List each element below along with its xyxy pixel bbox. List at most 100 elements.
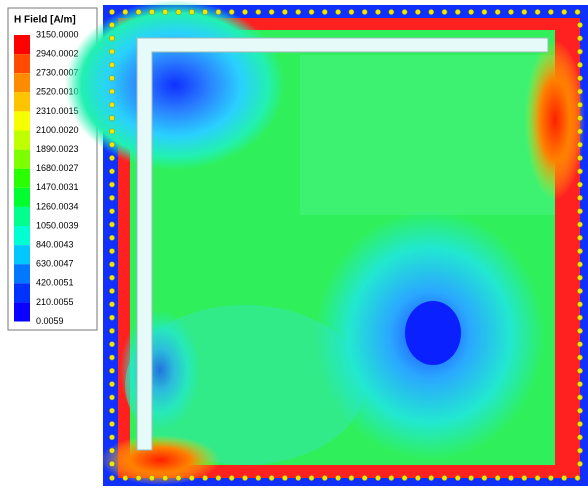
dot [577, 221, 583, 228]
dot [282, 9, 288, 15]
dot [577, 274, 583, 281]
legend-swatch [14, 54, 30, 74]
dot [188, 475, 195, 481]
dot [321, 475, 328, 481]
dot [521, 9, 528, 15]
dot [149, 475, 155, 481]
legend-label: 2520.0010 [36, 87, 79, 97]
legend-swatch [14, 111, 30, 131]
legend-label: 1680.0027 [36, 163, 79, 173]
dot [188, 9, 195, 15]
dot [577, 62, 583, 68]
dot [149, 9, 155, 15]
dot [577, 141, 583, 148]
interior-band [300, 55, 555, 215]
dot [561, 9, 568, 15]
dot [295, 9, 302, 15]
dot [441, 9, 448, 15]
dot [109, 261, 115, 268]
dot [202, 475, 208, 481]
dot [109, 434, 115, 441]
dot [361, 9, 368, 15]
dot [577, 75, 583, 82]
dot [454, 475, 461, 481]
dot [508, 475, 514, 481]
legend-label: 3150.0000 [36, 29, 79, 39]
dot [494, 9, 501, 15]
dot [122, 9, 129, 15]
dot [577, 434, 583, 441]
dot [109, 274, 115, 281]
low-field-spot [65, 0, 285, 170]
dot [441, 475, 448, 481]
dot [109, 9, 115, 15]
dot [388, 9, 395, 15]
dot [109, 314, 115, 321]
dot [109, 22, 115, 28]
dot [508, 9, 514, 15]
low-field-spot [120, 310, 200, 430]
dot [175, 9, 182, 15]
legend-label: 420.0051 [36, 278, 74, 288]
dot [282, 475, 288, 481]
dot [577, 461, 583, 467]
dot [577, 35, 583, 42]
dot [577, 314, 583, 321]
dot [109, 367, 115, 374]
dot [348, 9, 355, 15]
dot [109, 447, 115, 454]
dot [109, 141, 115, 148]
legend-swatch [14, 130, 30, 150]
dot [401, 475, 408, 481]
dot [109, 75, 115, 82]
dot [109, 101, 115, 108]
dot [521, 475, 528, 481]
dot [415, 9, 421, 15]
dot [577, 288, 583, 294]
dot [401, 9, 408, 15]
dot [175, 475, 182, 481]
dot [255, 9, 262, 15]
dot [109, 234, 115, 241]
hot-region [100, 435, 220, 485]
dot [321, 9, 328, 15]
dot [109, 475, 115, 481]
legend-label: 840.0043 [36, 239, 74, 249]
dot [577, 22, 583, 28]
dot [109, 181, 115, 188]
legend-scale: 3150.0000 2940.0002 2730.0007 2520.0010 2310… [14, 29, 79, 326]
legend-label: 210.0055 [36, 297, 74, 307]
dot [228, 9, 235, 15]
dot [242, 9, 248, 15]
dot [577, 421, 583, 427]
legend-label: 2100.0020 [36, 125, 79, 135]
dot [577, 407, 583, 414]
legend-label: 1050.0039 [36, 220, 79, 230]
legend-label: 1470.0031 [36, 182, 79, 192]
legend-swatch [14, 35, 30, 55]
dot [481, 9, 488, 15]
dot [577, 181, 583, 188]
dot [335, 9, 341, 15]
dot [109, 354, 115, 361]
dot [109, 155, 115, 161]
dot [577, 115, 583, 121]
legend-swatch [14, 168, 30, 188]
dot [109, 341, 115, 348]
legend-label: 1260.0034 [36, 201, 79, 211]
legend-swatch [14, 283, 30, 303]
dot [162, 475, 169, 481]
dot [109, 35, 115, 42]
legend-label: 1890.0023 [36, 144, 79, 154]
dot [577, 367, 583, 374]
conductor-strip [136, 37, 549, 451]
dot [577, 341, 583, 348]
dot [577, 195, 583, 201]
dot [534, 9, 541, 15]
dot [109, 168, 115, 175]
dot [122, 475, 129, 481]
legend-swatch [14, 264, 30, 284]
dot [162, 9, 169, 15]
